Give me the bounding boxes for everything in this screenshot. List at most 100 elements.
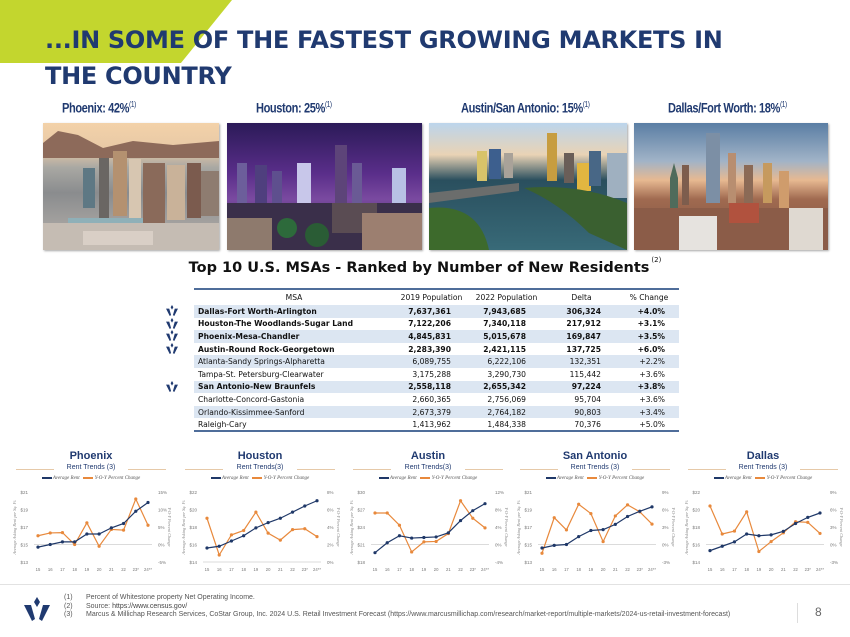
chart-city-title: Houston (237, 450, 283, 462)
subtitle-rule (185, 469, 223, 470)
svg-text:20: 20 (601, 567, 606, 572)
col-msa: MSA (285, 293, 303, 302)
svg-text:Average Asking Rent per Sq. Ft: Average Asking Rent per Sq. Ft. (516, 500, 521, 556)
svg-text:$17: $17 (524, 525, 532, 530)
svg-text:3%: 3% (662, 525, 669, 530)
svg-text:$18: $18 (357, 560, 365, 565)
delta-cell: 115,442 (569, 369, 601, 379)
svg-text:16: 16 (385, 567, 390, 572)
footnote-3: (3) Marcus & Millichap Research Services,… (64, 611, 731, 619)
svg-text:$24: $24 (357, 525, 365, 530)
svg-text:15: 15 (36, 567, 41, 572)
msa-population-table: MSA 2019 Population 2022 Population Delt… (194, 288, 679, 432)
svg-text:23*: 23* (805, 567, 812, 572)
population-2019-cell: 4,845,831 (408, 331, 451, 341)
svg-text:6%: 6% (830, 508, 837, 513)
svg-text:8%: 8% (327, 490, 334, 495)
subtitle-rule (16, 469, 54, 470)
population-2022-cell: 7,943,685 (483, 306, 526, 316)
svg-text:12%: 12% (495, 490, 504, 495)
svg-text:20: 20 (266, 567, 271, 572)
svg-text:24**: 24** (144, 567, 152, 572)
pct-change-cell: +4.0% (637, 306, 665, 316)
chart-legend: Average Rent Y-O-Y Percent Change (680, 476, 846, 481)
table-title: Top 10 U.S. MSAs - Ranked by Number of N… (188, 256, 662, 276)
pct-change-cell: +6.0% (637, 344, 665, 354)
delta-cell: 97,224 (571, 382, 601, 392)
svg-text:Average Asking Rent per Sq. Ft: Average Asking Rent per Sq. Ft. (181, 500, 186, 556)
svg-text:$13: $13 (524, 560, 532, 565)
rent-trend-chart-san-antonio: San Antonio Rent Trends (3) Average Rent… (512, 450, 678, 575)
svg-text:$21: $21 (524, 490, 532, 495)
subtitle-rule (297, 469, 335, 470)
svg-text:Average Asking Rent per Sq. Ft: Average Asking Rent per Sq. Ft. (684, 500, 689, 556)
delta-cell: 169,847 (566, 331, 601, 341)
msa-cell: Orlando-Kissimmee-Sanford (198, 407, 305, 417)
svg-text:20: 20 (97, 567, 102, 572)
table-row: Houston-The Woodlands-Sugar Land 7,122,20… (194, 318, 679, 331)
svg-text:$22: $22 (692, 490, 700, 495)
footnotes: (1) Percent of Whitestone property Net Op… (64, 594, 730, 620)
svg-text:0%: 0% (327, 560, 334, 565)
svg-text:$21: $21 (357, 543, 365, 548)
chart-legend: Average Rent Y-O-Y Percent Change (177, 476, 343, 481)
chart-legend: Average Rent Y-O-Y Percent Change (345, 476, 511, 481)
svg-text:6%: 6% (327, 508, 334, 513)
svg-text:17: 17 (564, 567, 569, 572)
svg-text:5%: 5% (158, 525, 165, 530)
svg-text:21: 21 (278, 567, 283, 572)
svg-text:$15: $15 (20, 543, 28, 548)
svg-text:Y-O-Y Percent Change: Y-O-Y Percent Change (671, 507, 676, 546)
svg-text:15: 15 (373, 567, 378, 572)
svg-text:15: 15 (205, 567, 210, 572)
chart-city-title: San Antonio (562, 450, 628, 462)
whitestone-market-icon (166, 305, 178, 316)
population-2019-cell: 6,089,755 (412, 357, 451, 367)
svg-text:$18: $18 (692, 525, 700, 530)
footer-divider (0, 584, 850, 585)
svg-text:9%: 9% (662, 490, 669, 495)
svg-text:18: 18 (409, 567, 414, 572)
delta-cell: 90,803 (574, 407, 601, 417)
whitestone-market-icon (166, 317, 178, 329)
census-source-link[interactable]: https://www.census.gov/ (112, 602, 188, 610)
population-2019-cell: 2,673,379 (412, 407, 451, 417)
svg-text:22: 22 (458, 567, 463, 572)
svg-text:21: 21 (781, 567, 786, 572)
msa-cell: Dallas-Fort Worth-Arlington (198, 306, 317, 316)
page-number: 8 (815, 605, 822, 619)
chart-subtitle: Rent Trends(3) (236, 464, 284, 471)
svg-text:18: 18 (72, 567, 77, 572)
svg-text:22: 22 (290, 567, 295, 572)
svg-text:20: 20 (769, 567, 774, 572)
svg-text:0%: 0% (662, 543, 669, 548)
svg-text:16: 16 (552, 567, 557, 572)
rent-trend-chart-phoenix: Phoenix Rent Trends (3) Average Rent Y-O… (8, 450, 174, 575)
page-title-line1: ...IN SOME OF THE FASTEST GROWING MARKET… (45, 26, 723, 54)
msa-cell: Raleigh-Cary (198, 419, 247, 429)
svg-text:17: 17 (397, 567, 402, 572)
table-row: Austin-Round Rock-Georgetown 2,283,390 2,4… (194, 343, 679, 356)
population-2019-cell: 1,413,962 (412, 419, 451, 429)
svg-text:Y-O-Y Percent Change: Y-O-Y Percent Change (839, 507, 844, 546)
austin-river-skyline-photo (429, 123, 627, 250)
svg-text:4%: 4% (327, 525, 334, 530)
rent-trend-chart-austin: Austin Rent Trends(3) Average Rent Y-O-Y… (345, 450, 511, 575)
table-row: Raleigh-Cary 1,413,962 1,484,338 70,376 +5.0… (194, 418, 679, 431)
svg-text:8%: 8% (495, 508, 502, 513)
col-2019-population: 2019 Population (400, 293, 463, 302)
whitestone-market-icon (166, 342, 178, 354)
svg-text:0%: 0% (830, 543, 837, 548)
svg-text:-3%: -3% (662, 560, 670, 565)
chart-subtitle: Rent Trends (3) (66, 464, 116, 471)
svg-text:$14: $14 (692, 560, 700, 565)
dallas-sunset-skyline-photo (634, 123, 828, 250)
pct-change-cell: +3.4% (639, 407, 665, 417)
table-row: Orlando-Kissimmee-Sanford 2,673,379 2,764,… (194, 405, 679, 419)
delta-cell: 217,912 (566, 319, 601, 329)
population-2022-cell: 6,222,106 (487, 357, 526, 367)
col-pct-change: % Change (629, 293, 669, 302)
rent-trend-chart-dallas: Dallas Rent Trends (3) Average Rent Y-O-… (680, 450, 846, 575)
svg-text:23*: 23* (470, 567, 477, 572)
svg-text:18: 18 (576, 567, 581, 572)
